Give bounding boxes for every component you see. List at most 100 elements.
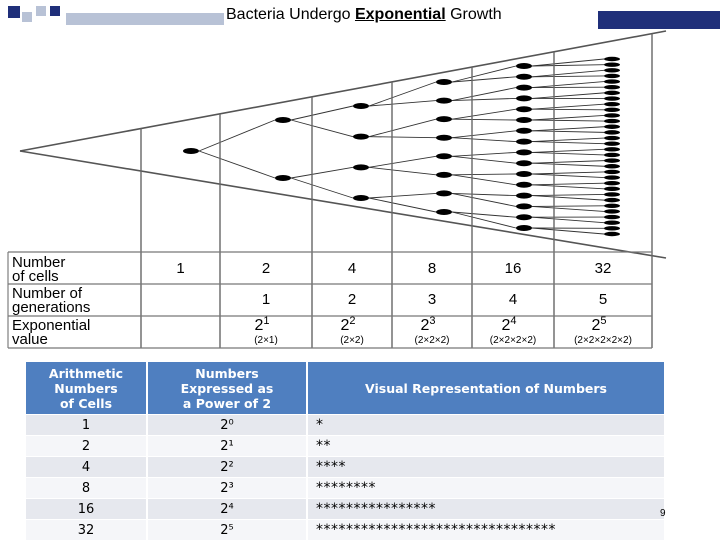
bacterium-cell — [516, 127, 532, 134]
generation-value: 4 — [509, 291, 517, 308]
label-exponential-2: value — [12, 331, 48, 348]
bacterium-cell — [604, 152, 620, 158]
division-branch — [368, 192, 437, 199]
header-visual: Visual Representation of Numbers — [307, 362, 666, 415]
division-branch — [451, 137, 517, 143]
bacterium-cell — [516, 192, 532, 199]
bacterium-cell — [516, 84, 532, 91]
cell-count-value: 8 — [428, 260, 436, 277]
division-branch — [451, 211, 517, 218]
division-branch — [451, 76, 517, 83]
division-branch — [531, 194, 605, 197]
cell-visual: ******** — [307, 477, 666, 499]
division-branch — [368, 155, 437, 168]
division-branch — [531, 216, 605, 224]
cell-count: 2 — [26, 435, 148, 457]
exponential-value: 25 — [591, 315, 606, 334]
division-branch — [451, 151, 517, 157]
bacterium-cell — [436, 153, 452, 160]
bacterium-cell — [604, 226, 620, 231]
bacterium-cell — [516, 138, 532, 145]
bacterium-cell — [604, 158, 620, 163]
division-branch — [368, 197, 437, 213]
triangle-top-edge — [19, 30, 667, 152]
table-header-row: Arithmetic Numbers of Cells Numbers Express… — [26, 362, 666, 415]
bacterium-cell — [436, 190, 452, 197]
slide-corner-decoration — [8, 6, 68, 26]
division-branch — [451, 97, 517, 102]
bacterium-cell — [604, 186, 620, 192]
generation-value: 5 — [599, 291, 607, 308]
exponential-expansion: (2×2) — [340, 335, 364, 346]
division-branch — [531, 173, 605, 178]
generation-value: 2 — [348, 291, 356, 308]
division-branch — [368, 100, 437, 107]
division-branch — [531, 184, 605, 190]
division-branch — [368, 166, 437, 176]
table-row: 32 2⁵ ******************************** — [26, 519, 666, 540]
exponential-value: 21 — [254, 315, 269, 334]
cell-count-value: 1 — [176, 260, 184, 277]
exponential-expansion: (2×2×2×2) — [490, 335, 536, 346]
division-branch — [531, 126, 605, 132]
exponential-value-row: 21(2×1) 22(2×2) 23(2×2×2) 24(2×2×2×2) 25(2×2… — [254, 315, 632, 346]
division-branch — [531, 227, 605, 235]
cell-power: 2¹ — [147, 435, 308, 457]
division-branch — [531, 162, 605, 167]
table-row: 1 2⁰ * — [26, 414, 666, 436]
division-branch — [198, 119, 276, 152]
cell-count: 1 — [26, 414, 148, 436]
bacterium-cell — [604, 231, 620, 237]
slide-title: Bacteria Undergo Exponential Growth — [226, 6, 502, 23]
cell-power: 2³ — [147, 477, 308, 499]
bacterium-cell — [516, 117, 532, 123]
cell-count-value: 2 — [262, 260, 270, 277]
division-branch — [198, 150, 276, 179]
bacterium-cell — [604, 113, 620, 118]
title-bar-accent — [598, 11, 720, 29]
division-branch — [531, 171, 605, 175]
bacterium-cell — [516, 95, 532, 102]
division-branch — [451, 65, 517, 83]
header-arithmetic: Arithmetic Numbers of Cells — [26, 362, 148, 415]
division-branch — [531, 108, 605, 111]
bacterium-cell — [604, 147, 620, 152]
division-branch — [531, 205, 605, 207]
bacterium-cell — [604, 85, 620, 90]
bacterium-cell — [604, 124, 620, 129]
bacterium-cell — [604, 220, 620, 225]
division-branch — [451, 192, 517, 207]
cell-count: 8 — [26, 477, 148, 499]
division-branch — [531, 58, 605, 67]
bacterium-cell — [275, 175, 291, 181]
bacterium-cell — [604, 90, 620, 96]
page-number: 9 — [660, 508, 666, 519]
cell-visual: ******************************** — [307, 519, 666, 540]
division-branch — [290, 177, 354, 199]
exponential-expansion: (2×2×2) — [414, 335, 449, 346]
bacterium-cell — [516, 160, 532, 167]
generation-value: 1 — [262, 291, 270, 308]
cell-count-value: 4 — [348, 260, 356, 277]
division-branch — [531, 64, 605, 67]
bacterium-cell — [604, 73, 620, 79]
table-row: 8 2³ ******** — [26, 477, 666, 499]
bacterium-cell — [516, 214, 532, 221]
exponential-value: 23 — [420, 315, 435, 334]
bacterium-cell — [353, 164, 369, 171]
triangle-bottom-edge — [19, 150, 667, 259]
cell-power: 2⁴ — [147, 498, 308, 520]
bacterium-cell — [604, 96, 620, 101]
table-row: 4 2² **** — [26, 456, 666, 478]
header-power: Numbers Expressed as a Power of 2 — [147, 362, 308, 415]
division-branch — [290, 105, 354, 121]
division-branch — [290, 166, 354, 179]
division-branch — [451, 211, 517, 229]
bacterium-cell — [516, 203, 532, 210]
division-branch — [531, 195, 605, 201]
bacterium-cell — [604, 197, 620, 203]
bacterium-cell — [516, 225, 532, 231]
bacterium-cell — [516, 171, 532, 177]
division-branch — [451, 87, 517, 102]
bacterium-cell — [604, 214, 620, 220]
